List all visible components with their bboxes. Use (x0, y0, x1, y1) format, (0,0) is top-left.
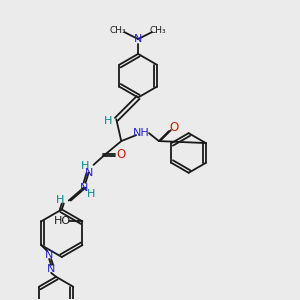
Text: H: H (56, 194, 64, 205)
Text: O: O (117, 148, 126, 161)
Text: H: H (80, 161, 89, 171)
Text: N: N (45, 250, 53, 260)
Text: HO: HO (54, 216, 71, 226)
Text: NH: NH (133, 128, 149, 138)
Text: CH₃: CH₃ (150, 26, 166, 34)
Text: CH₃: CH₃ (110, 26, 127, 34)
Text: N: N (84, 168, 93, 178)
Text: H: H (87, 189, 96, 199)
Text: N: N (80, 183, 88, 193)
Text: N: N (47, 264, 55, 274)
Text: H: H (104, 116, 112, 126)
Text: N: N (134, 34, 142, 44)
Text: O: O (169, 121, 178, 134)
